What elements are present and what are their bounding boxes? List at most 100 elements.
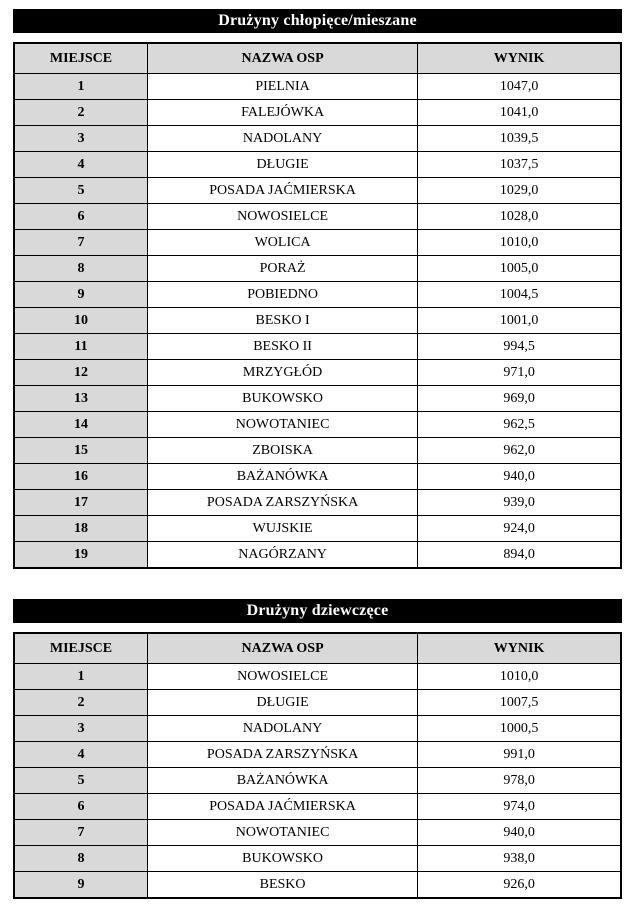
score-cell: 978,0 [417,767,622,794]
section-title-girls: Drużyny dziewczęce [13,599,622,623]
place-cell: 10 [13,307,149,334]
header-row: MIEJSCE NAZWA OSP WYNIK [13,632,622,664]
place-cell: 5 [13,767,149,794]
score-cell: 971,0 [417,359,622,386]
place-cell: 15 [13,437,149,464]
team-name-cell: BESKO [147,871,419,899]
team-name-cell: ZBOISKA [147,437,419,464]
team-name-cell: BAŻANÓWKA [147,767,419,794]
table-row: 7 WOLICA 1010,0 [13,229,622,256]
table-row: 16 BAŻANÓWKA 940,0 [13,463,622,490]
team-name-cell: NAGÓRZANY [147,541,419,569]
place-cell: 14 [13,411,149,438]
team-name-cell: DŁUGIE [147,689,419,716]
table-row: 2 FALEJÓWKA 1041,0 [13,99,622,126]
place-cell: 13 [13,385,149,412]
team-name-cell: BESKO I [147,307,419,334]
score-cell: 1010,0 [417,229,622,256]
place-cell: 3 [13,715,149,742]
table-row: 15 ZBOISKA 962,0 [13,437,622,464]
table-row: 1 PIELNIA 1047,0 [13,73,622,100]
place-cell: 8 [13,255,149,282]
score-cell: 994,5 [417,333,622,360]
score-cell: 940,0 [417,463,622,490]
team-name-cell: POSADA ZARSZYŃSKA [147,489,419,516]
score-cell: 1039,5 [417,125,622,152]
score-cell: 991,0 [417,741,622,768]
score-cell: 924,0 [417,515,622,542]
table-header: MIEJSCE NAZWA OSP WYNIK [13,42,622,74]
table-row: 6 POSADA JAĆMIERSKA 974,0 [13,793,622,820]
team-name-cell: NOWOSIELCE [147,663,419,690]
table-row: 11 BESKO II 994,5 [13,333,622,360]
score-cell: 1029,0 [417,177,622,204]
place-cell: 18 [13,515,149,542]
table-header: MIEJSCE NAZWA OSP WYNIK [13,632,622,664]
score-cell: 1007,5 [417,689,622,716]
table-row: 8 BUKOWSKO 938,0 [13,845,622,872]
place-cell: 7 [13,229,149,256]
place-cell: 5 [13,177,149,204]
place-cell: 4 [13,151,149,178]
table-row: 12 MRZYGŁÓD 971,0 [13,359,622,386]
team-name-cell: WOLICA [147,229,419,256]
table-row: 19 NAGÓRZANY 894,0 [13,541,622,569]
girls-results-table: MIEJSCE NAZWA OSP WYNIK 1 NOWOSIELCE 1010,… [13,632,622,899]
boys-mixed-results-table: MIEJSCE NAZWA OSP WYNIK 1 PIELNIA 1047,0 2 F… [13,42,622,569]
place-cell: 1 [13,73,149,100]
table-row: 4 DŁUGIE 1037,5 [13,151,622,178]
team-name-cell: FALEJÓWKA [147,99,419,126]
table-row: 2 DŁUGIE 1007,5 [13,689,622,716]
score-cell: 1010,0 [417,663,622,690]
section-title-boys-mixed: Drużyny chłopięce/mieszane [13,9,622,33]
place-cell: 19 [13,541,149,569]
table-row: 17 POSADA ZARSZYŃSKA 939,0 [13,489,622,516]
team-name-cell: PORAŻ [147,255,419,282]
place-cell: 6 [13,203,149,230]
score-cell: 969,0 [417,385,622,412]
place-cell: 12 [13,359,149,386]
table-row: 9 BESKO 926,0 [13,871,622,899]
table-body: 1 PIELNIA 1047,0 2 FALEJÓWKA 1041,0 3 NADOLANY 1… [13,73,622,569]
table-row: 8 PORAŻ 1005,0 [13,255,622,282]
place-cell: 9 [13,281,149,308]
place-cell: 16 [13,463,149,490]
score-cell: 962,0 [417,437,622,464]
table-row: 9 POBIEDNO 1004,5 [13,281,622,308]
column-header-score: WYNIK [417,632,622,664]
place-cell: 17 [13,489,149,516]
table-row: 3 NADOLANY 1000,5 [13,715,622,742]
table-row: 13 BUKOWSKO 969,0 [13,385,622,412]
score-cell: 1000,5 [417,715,622,742]
table-row: 18 WUJSKIE 924,0 [13,515,622,542]
table-row: 7 NOWOTANIEC 940,0 [13,819,622,846]
team-name-cell: NADOLANY [147,125,419,152]
place-cell: 7 [13,819,149,846]
place-cell: 9 [13,871,149,899]
score-cell: 1004,5 [417,281,622,308]
header-row: MIEJSCE NAZWA OSP WYNIK [13,42,622,74]
team-name-cell: POSADA JAĆMIERSKA [147,177,419,204]
table-row: 3 NADOLANY 1039,5 [13,125,622,152]
team-name-cell: NOWOTANIEC [147,411,419,438]
column-header-team-name: NAZWA OSP [147,42,419,74]
score-cell: 962,5 [417,411,622,438]
table-row: 5 BAŻANÓWKA 978,0 [13,767,622,794]
score-cell: 938,0 [417,845,622,872]
column-header-place: MIEJSCE [13,42,149,74]
score-cell: 974,0 [417,793,622,820]
score-cell: 939,0 [417,489,622,516]
team-name-cell: NOWOSIELCE [147,203,419,230]
column-header-team-name: NAZWA OSP [147,632,419,664]
table-row: 1 NOWOSIELCE 1010,0 [13,663,622,690]
place-cell: 2 [13,99,149,126]
place-cell: 11 [13,333,149,360]
score-cell: 940,0 [417,819,622,846]
column-header-place: MIEJSCE [13,632,149,664]
boys-mixed-teams-section: Drużyny chłopięce/mieszane MIEJSCE NAZWA… [13,9,622,569]
table-row: 5 POSADA JAĆMIERSKA 1029,0 [13,177,622,204]
team-name-cell: BUKOWSKO [147,845,419,872]
table-row: 4 POSADA ZARSZYŃSKA 991,0 [13,741,622,768]
team-name-cell: BUKOWSKO [147,385,419,412]
table-row: 10 BESKO I 1001,0 [13,307,622,334]
